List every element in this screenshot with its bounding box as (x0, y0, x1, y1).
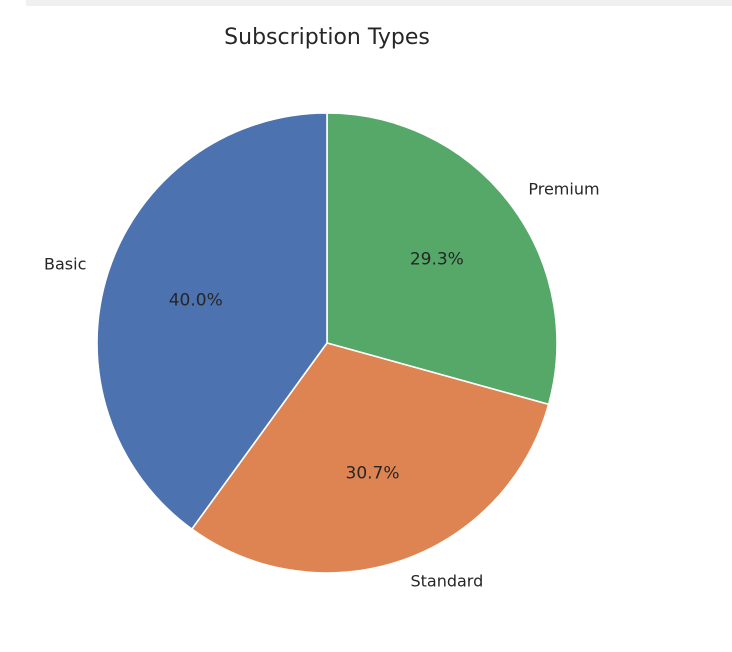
slice-percent-basic: 40.0% (169, 290, 223, 310)
top-strip (26, 0, 732, 6)
chart-title: Subscription Types (224, 25, 430, 50)
pie-labels: Premium 29.3% Standard 30.7% Basic 40.0% (44, 179, 600, 590)
slice-label-basic: Basic (44, 254, 86, 273)
pie-slice-basic (96, 112, 328, 530)
slice-percent-premium: 29.3% (410, 249, 464, 269)
pie-slice-standard (191, 342, 550, 574)
pie-slices (96, 112, 558, 574)
slice-label-premium: Premium (528, 179, 599, 198)
pie-slice-premium (326, 112, 558, 406)
slice-label-standard: Standard (410, 571, 483, 590)
slice-percent-standard: 30.7% (346, 463, 400, 483)
